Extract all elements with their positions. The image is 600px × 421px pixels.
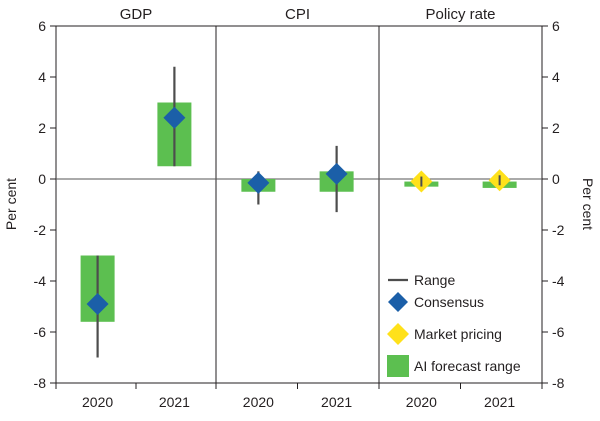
y-tick-label-right: -2 <box>552 222 565 238</box>
legend-label: AI forecast range <box>414 358 521 374</box>
y-tick-label-left: 6 <box>38 18 46 34</box>
y-tick-label-left: 4 <box>38 69 46 85</box>
consensus-marker <box>247 171 270 194</box>
y-tick-label-right: 0 <box>552 171 560 187</box>
y-tick-label-left: 0 <box>38 171 46 187</box>
plot-frame <box>55 25 543 384</box>
y-tick-labels: -8 -8 -6 -6 -4 -4 -2 -2 0 0 2 2 4 4 6 6 <box>34 18 565 391</box>
panel-title: Policy rate <box>425 6 495 23</box>
y-tick-label-right: -6 <box>552 324 565 340</box>
y-tick-label-right: 2 <box>552 120 560 136</box>
y-tick-label-left: -6 <box>34 324 47 340</box>
y-axis-title-right: Per cent <box>580 178 596 230</box>
legend-label: Consensus <box>414 294 484 310</box>
x-category-label: 2020 <box>82 394 113 410</box>
x-category-label: 2021 <box>484 394 515 410</box>
y-tick-label-right: 6 <box>552 18 560 34</box>
x-category-label: 2021 <box>159 394 190 410</box>
panel-title: GDP <box>120 6 153 23</box>
legend-market-swatch <box>387 323 409 345</box>
y-axis-title-left: Per cent <box>3 178 19 230</box>
plot-area: GDP 2020 2021 CPI 2020 2021 Policy rate 2020 202… <box>55 6 543 410</box>
y-tick-label-left: -2 <box>34 222 47 238</box>
consensus-marker <box>163 106 186 129</box>
x-category-label: 2020 <box>406 394 437 410</box>
y-tick-label-left: 2 <box>38 120 46 136</box>
legend-label: Range <box>414 272 455 288</box>
consensus-marker <box>325 162 348 185</box>
y-tick-label-left: -4 <box>34 273 47 289</box>
legend-ai-swatch <box>387 355 409 377</box>
x-category-label: 2020 <box>243 394 274 410</box>
y-tick-label-left: -8 <box>34 375 47 391</box>
panel-title: CPI <box>285 6 310 23</box>
y-tick-label-right: 4 <box>552 69 560 85</box>
y-tick-label-right: -4 <box>552 273 565 289</box>
legend-label: Market pricing <box>414 326 502 342</box>
legend-consensus-swatch <box>388 292 408 312</box>
y-tick-label-right: -8 <box>552 375 565 391</box>
legend: Range Consensus Market pricing AI forecast … <box>387 272 521 377</box>
x-category-label: 2021 <box>321 394 352 410</box>
consensus-marker <box>86 292 109 315</box>
